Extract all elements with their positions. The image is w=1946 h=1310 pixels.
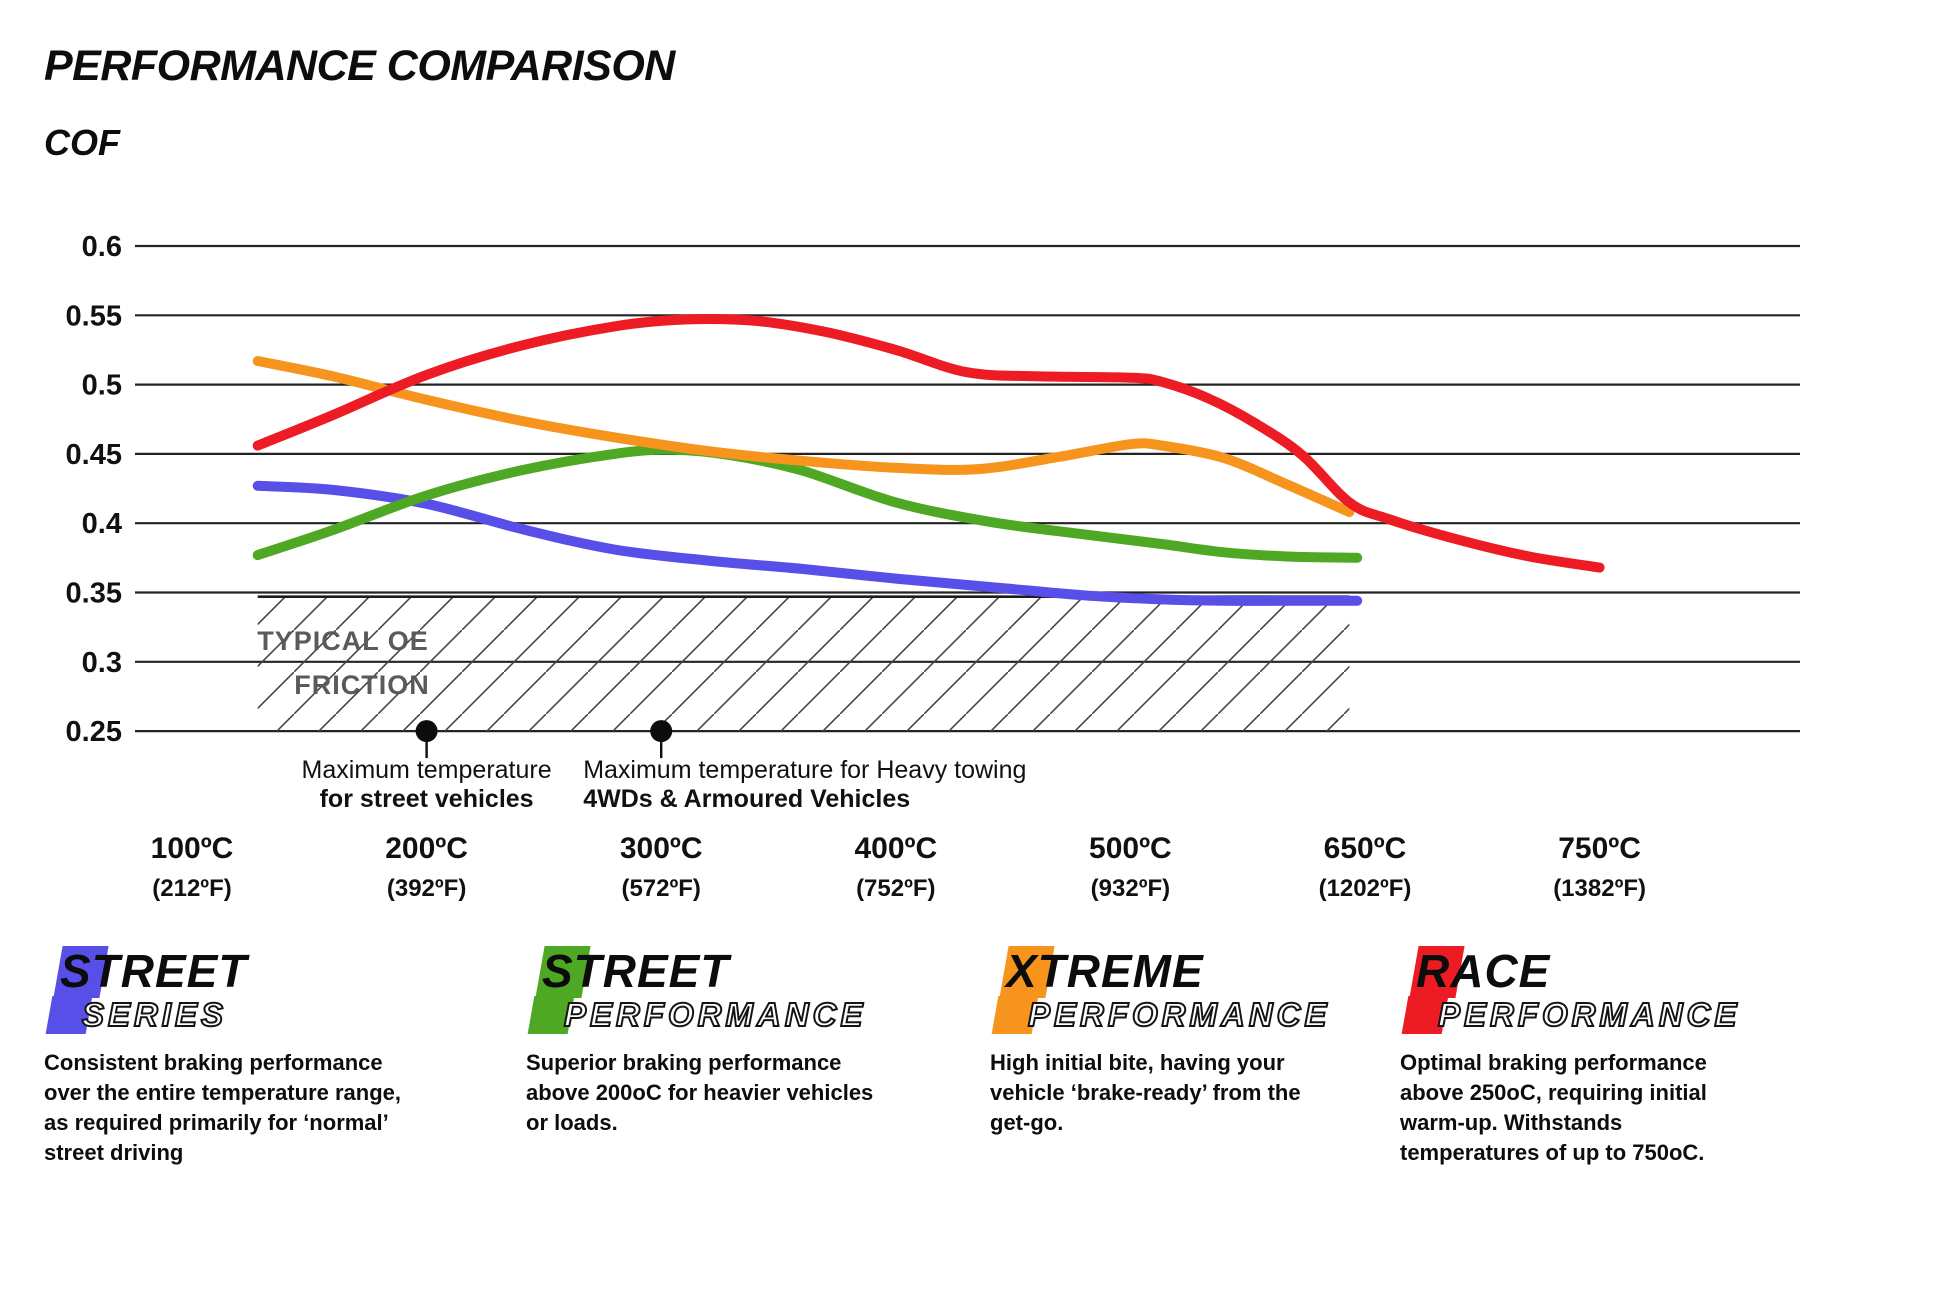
y-axis-tick-label: 0.25: [66, 716, 122, 748]
cof-temperature-chart: 0.6 0.55 0.5 0.45 0.4 0.35 0.3 0.25 TYPICAL OE FR…: [66, 231, 1800, 902]
series-line-race-performance: [252, 313, 1605, 573]
page-title: PERFORMANCE COMPARISON: [44, 42, 675, 90]
legend-street-series: STREET SERIES Consistent braking perform…: [44, 944, 410, 1168]
xtreme-performance-logo: XTREME PERFORMANCE: [990, 944, 1450, 1048]
x-axis-tick-label-celsius: 750ºC: [1558, 832, 1641, 865]
legend-xtreme-performance: XTREME PERFORMANCE High initial bite, ha…: [990, 944, 1328, 1138]
race-performance-logo: RACE PERFORMANCE: [1400, 944, 1860, 1048]
legend-street-performance: STREET PERFORMANCE Superior braking perf…: [526, 944, 900, 1138]
x-axis-tick-label-celsius: 650ºC: [1324, 832, 1407, 865]
annotation-line1: Maximum temperature: [302, 756, 552, 784]
x-axis-tick-label-fahrenheit: (392ºF): [387, 875, 466, 902]
annotation-line1: Maximum temperature for Heavy towing: [583, 756, 1026, 784]
x-axis-tick-label-celsius: 200ºC: [385, 832, 468, 865]
series-line-street-series: [252, 480, 1363, 606]
x-axis-tick-label-fahrenheit: (572ºF): [621, 875, 700, 902]
logo-word-primary: XTREME: [1006, 945, 1204, 997]
y-axis-title: COF: [44, 122, 120, 163]
annotation-line2: 4WDs & Armoured Vehicles: [583, 785, 910, 813]
legend-race-performance: RACE PERFORMANCE Optimal braking perform…: [1400, 944, 1756, 1168]
x-axis-tick-label-fahrenheit: (1382ºF): [1553, 875, 1646, 902]
x-axis-tick-label-celsius: 400ºC: [854, 832, 937, 865]
x-axis-tick-label-celsius: 100ºC: [151, 832, 234, 865]
logo-word-primary: STREET: [542, 945, 730, 997]
series-line-street-performance: [252, 444, 1363, 563]
x-axis-tick-label-celsius: 500ºC: [1089, 832, 1172, 865]
oe-region-label-line1: TYPICAL OE: [257, 626, 429, 656]
x-axis-tick-label-fahrenheit: (212ºF): [152, 875, 231, 902]
street-series-logo: STREET SERIES: [44, 944, 504, 1048]
x-axis-tick-label-fahrenheit: (752ºF): [856, 875, 935, 902]
max-temp-dot: [650, 720, 673, 743]
series-line-xtreme-performance: [252, 356, 1355, 518]
y-axis-tick-label: 0.4: [82, 508, 122, 540]
logo-word-secondary: PERFORMANCE: [1437, 995, 1741, 1034]
x-axis-tick-label-fahrenheit: (1202ºF): [1319, 875, 1412, 902]
y-axis-tick-label: 0.5: [82, 370, 122, 402]
logo-word-primary: RACE: [1416, 945, 1551, 997]
logo-word-primary: STREET: [60, 945, 248, 997]
legend-description: Superior braking performance above 200oC…: [526, 1050, 874, 1135]
street-performance-logo: STREET PERFORMANCE: [526, 944, 986, 1048]
y-axis-tick-label: 0.45: [66, 439, 122, 471]
x-axis-tick-label-celsius: 300ºC: [620, 832, 703, 865]
legend-description: High initial bite, having your vehicle ‘…: [990, 1050, 1301, 1135]
oe-friction-region: [257, 596, 1350, 732]
y-axis-tick-label: 0.6: [82, 231, 122, 263]
legend-description: Optimal braking performance above 250oC,…: [1400, 1050, 1707, 1165]
y-axis-tick-label: 0.3: [82, 647, 122, 679]
y-axis-tick-label: 0.55: [66, 300, 122, 332]
logo-word-secondary: SERIES: [81, 995, 228, 1034]
legend-description: Consistent braking performance over the …: [44, 1050, 402, 1165]
max-temp-dot: [415, 720, 438, 743]
logo-word-secondary: PERFORMANCE: [563, 995, 867, 1034]
annotation-line2: for street vehicles: [320, 785, 534, 813]
oe-region-label-line2: FRICTION: [294, 670, 430, 700]
logo-word-secondary: PERFORMANCE: [1027, 995, 1331, 1034]
y-axis-tick-label: 0.35: [66, 578, 122, 610]
x-axis-tick-label-fahrenheit: (932ºF): [1091, 875, 1170, 902]
